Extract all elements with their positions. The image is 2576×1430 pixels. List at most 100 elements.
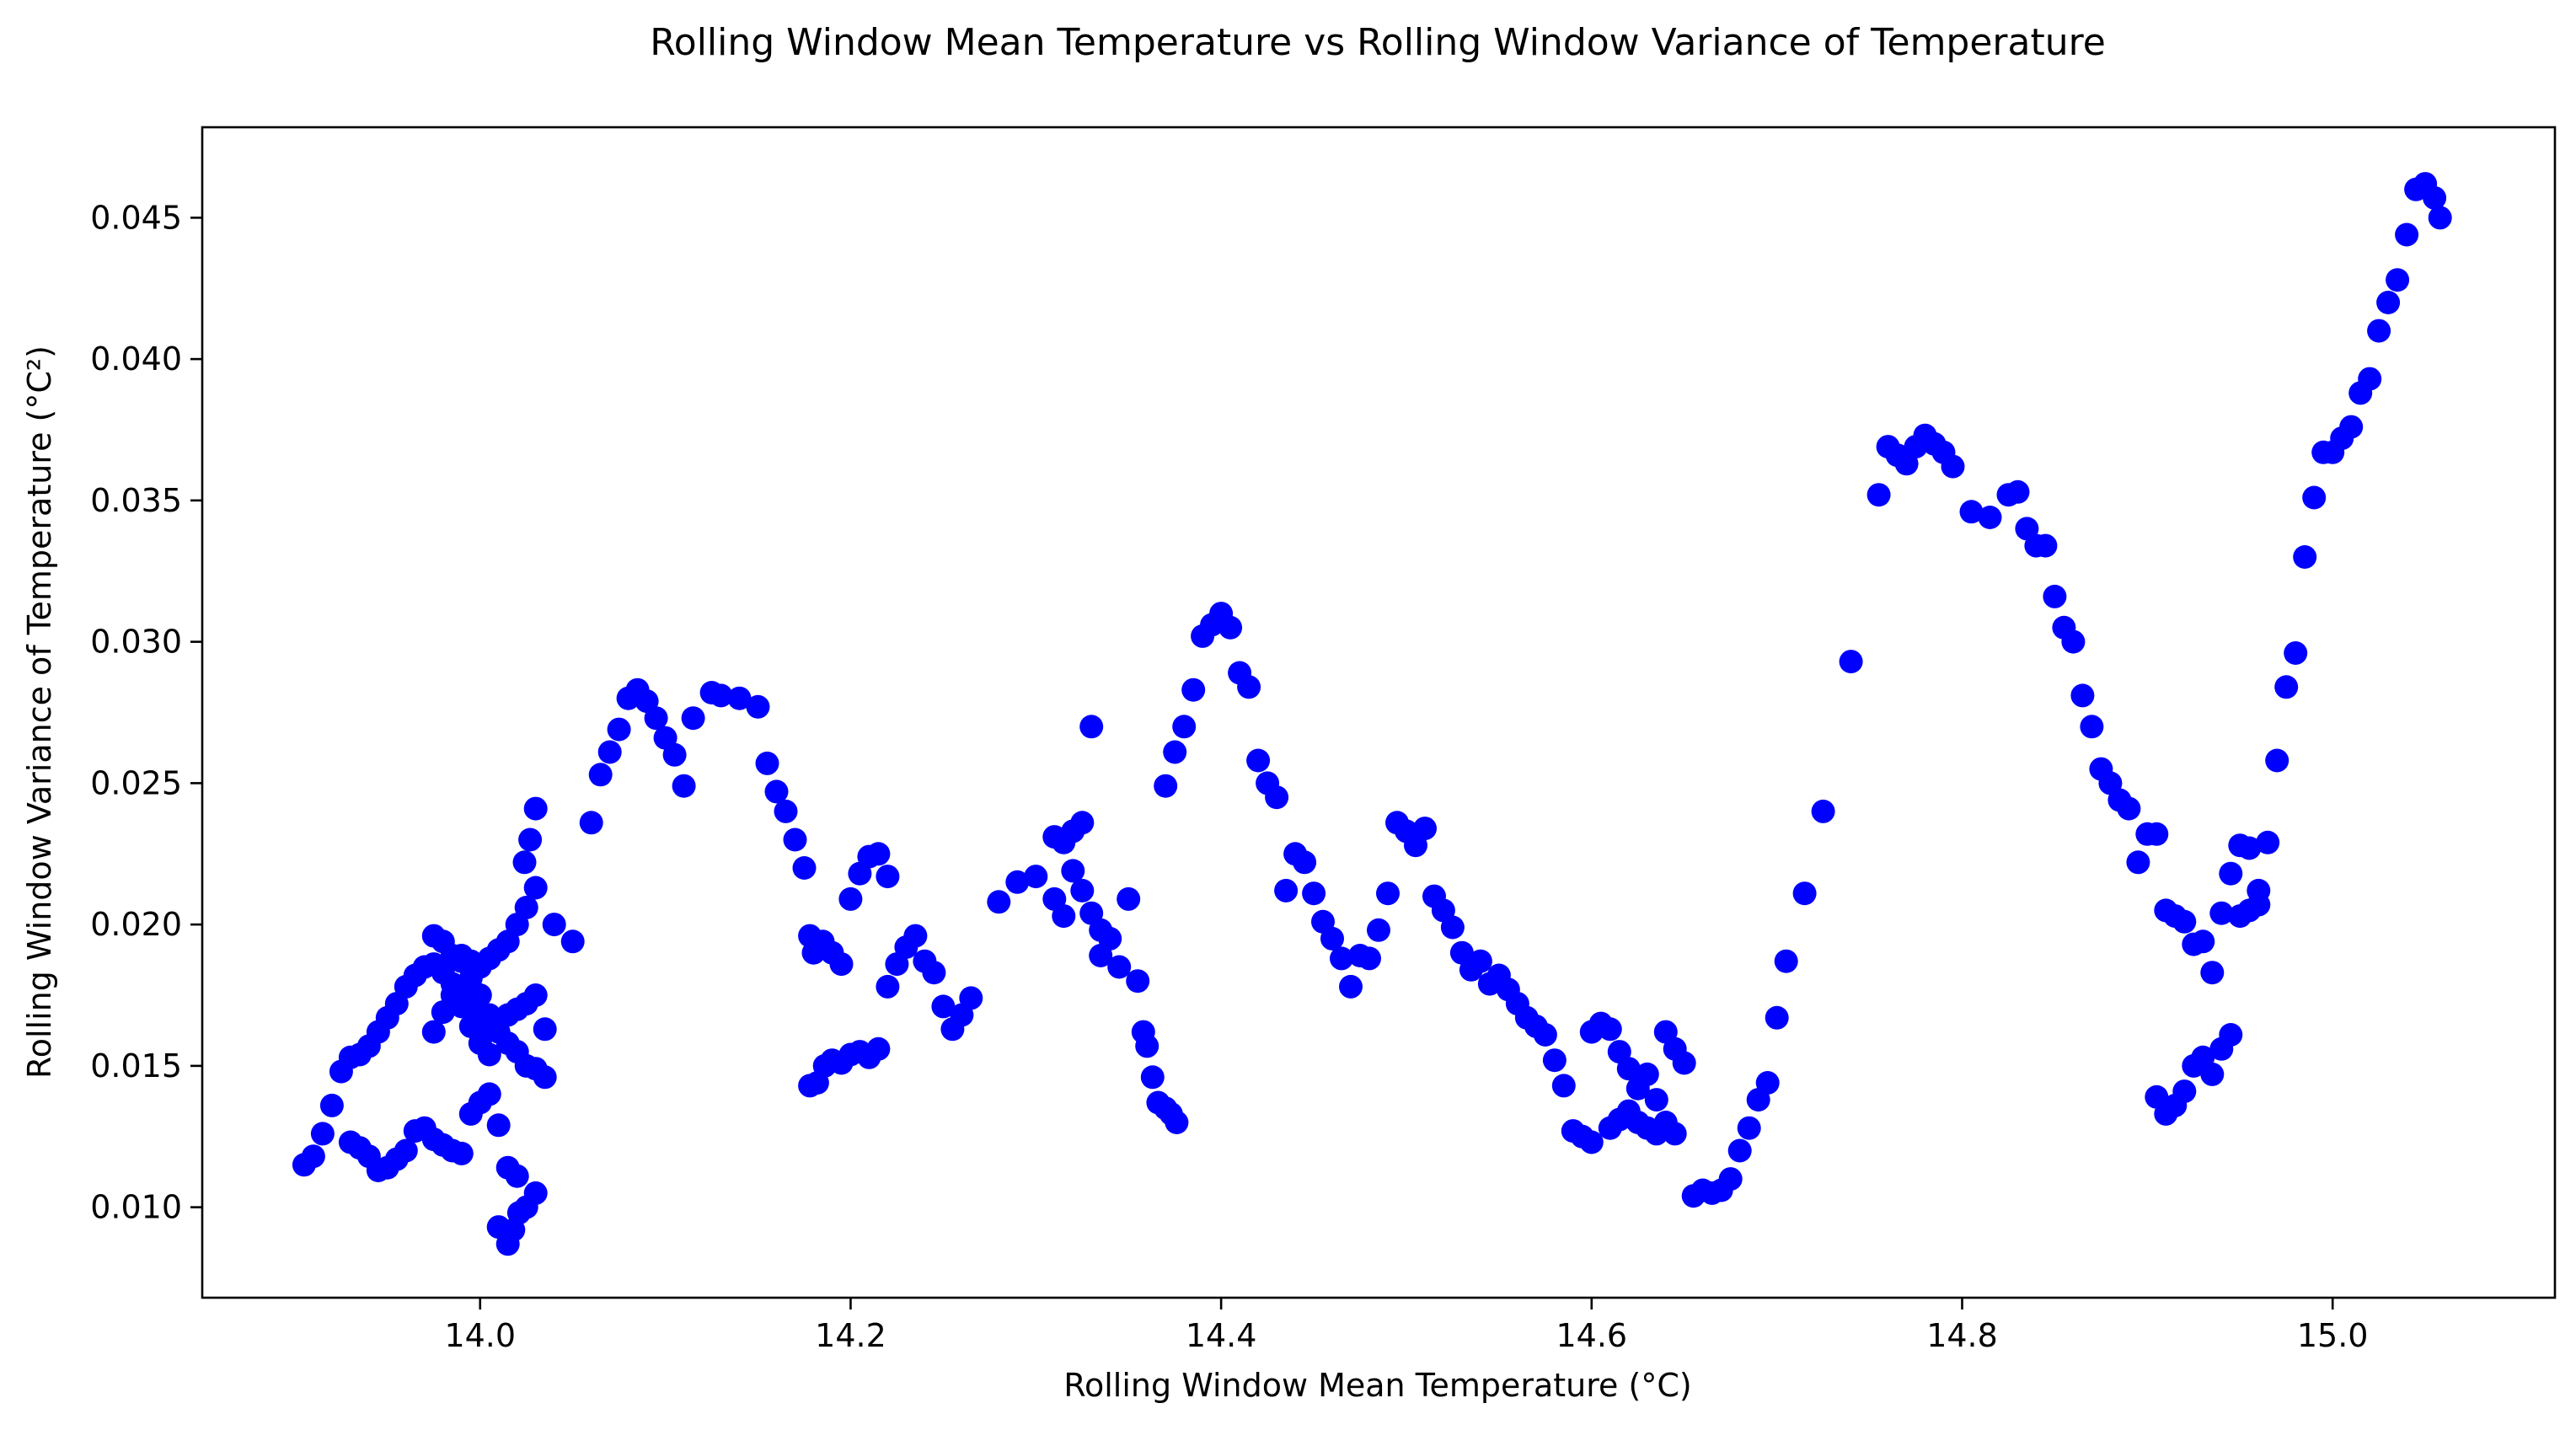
data-point: [2219, 861, 2243, 886]
data-point: [1107, 955, 1132, 979]
x-tick-label: 14.0: [444, 1317, 516, 1354]
data-point: [829, 952, 854, 977]
x-tick-label: 14.2: [815, 1317, 886, 1354]
data-point: [931, 994, 956, 1019]
data-point: [560, 929, 585, 954]
data-point: [2302, 485, 2327, 510]
data-point: [1181, 678, 1206, 702]
data-point: [1672, 1051, 1696, 1075]
data-point: [644, 706, 668, 731]
data-point: [2172, 1079, 2197, 1104]
data-point: [523, 983, 548, 1007]
data-point: [2423, 185, 2447, 210]
data-point: [486, 1113, 511, 1138]
data-point: [523, 796, 548, 821]
data-point: [2219, 1023, 2243, 1047]
data-point: [1163, 740, 1187, 764]
data-point: [523, 1181, 548, 1205]
data-point: [512, 850, 537, 875]
data-point: [1598, 1017, 1622, 1042]
data-point: [1117, 886, 1141, 911]
data-point: [542, 913, 566, 937]
data-point: [1367, 918, 1390, 942]
data-point: [421, 1020, 446, 1044]
y-tick-label: 0.020: [90, 906, 182, 943]
data-point: [2145, 822, 2169, 846]
data-point: [755, 751, 779, 775]
data-point: [959, 986, 983, 1010]
data-point: [1533, 1023, 1557, 1047]
data-point: [987, 890, 1011, 914]
data-point: [1839, 650, 1863, 674]
data-point: [2386, 268, 2410, 292]
data-point: [319, 1093, 344, 1117]
data-point: [1866, 483, 1891, 507]
data-point: [1172, 715, 1197, 739]
chart-title: Rolling Window Mean Temperature vs Rolli…: [650, 21, 2106, 64]
data-point: [2247, 892, 2271, 917]
data-point: [792, 856, 817, 880]
data-point: [2209, 901, 2234, 925]
data-point: [2376, 291, 2401, 314]
data-point: [866, 1036, 891, 1061]
data-points: [292, 172, 2452, 1256]
data-point: [709, 683, 733, 708]
y-tick-label: 0.040: [90, 340, 182, 378]
data-point: [2428, 206, 2452, 230]
data-point: [2256, 830, 2280, 854]
data-point: [505, 1164, 529, 1188]
x-axis-label: Rolling Window Mean Temperature (°C): [1063, 1367, 1691, 1404]
data-point: [1052, 904, 1076, 929]
data-point: [2172, 909, 2197, 934]
data-point: [2117, 796, 2141, 821]
data-point: [876, 865, 900, 889]
data-point: [1135, 1034, 1159, 1058]
data-point: [2265, 748, 2289, 773]
data-point: [2191, 929, 2215, 954]
data-point: [1551, 1074, 1576, 1098]
data-point: [1542, 1048, 1566, 1073]
data-point: [2070, 683, 2095, 708]
data-point: [1978, 506, 2002, 529]
data-point: [607, 717, 631, 742]
data-point: [1274, 878, 1299, 902]
y-tick-label: 0.015: [90, 1047, 182, 1085]
data-point: [2006, 479, 2030, 504]
data-point: [662, 742, 687, 767]
data-point: [394, 1138, 418, 1163]
data-point: [1070, 811, 1095, 835]
data-point: [1079, 715, 1104, 739]
data-point: [903, 924, 928, 948]
data-point: [727, 686, 752, 710]
data-point: [1376, 881, 1400, 906]
data-point: [310, 1122, 335, 1146]
data-point: [2358, 367, 2382, 391]
data-point: [1941, 454, 1965, 479]
data-point: [1358, 946, 1381, 971]
data-point: [2200, 1062, 2225, 1086]
y-tick-label: 0.010: [90, 1189, 182, 1226]
data-point: [681, 706, 705, 731]
data-point: [533, 1017, 557, 1042]
data-point: [2126, 850, 2150, 875]
data-point: [1959, 500, 1984, 524]
data-point: [301, 1144, 325, 1169]
data-point: [588, 763, 613, 787]
data-point: [1293, 850, 1317, 875]
y-tick-label: 0.030: [90, 624, 182, 661]
data-point: [1070, 878, 1095, 902]
data-point: [1154, 774, 1178, 798]
data-point: [1644, 1088, 1668, 1112]
data-point: [783, 827, 807, 852]
data-point: [1663, 1122, 1687, 1146]
data-point: [468, 983, 492, 1007]
data-point: [1737, 1116, 1761, 1140]
data-point: [876, 974, 900, 999]
data-point: [672, 774, 696, 798]
x-axis-ticks: 14.0 14.2 14.4 14.6 14.8 15.0: [444, 1298, 2368, 1354]
data-point: [2237, 836, 2262, 860]
data-point: [1727, 1138, 1752, 1163]
data-point: [2395, 222, 2419, 247]
data-point: [518, 827, 543, 852]
